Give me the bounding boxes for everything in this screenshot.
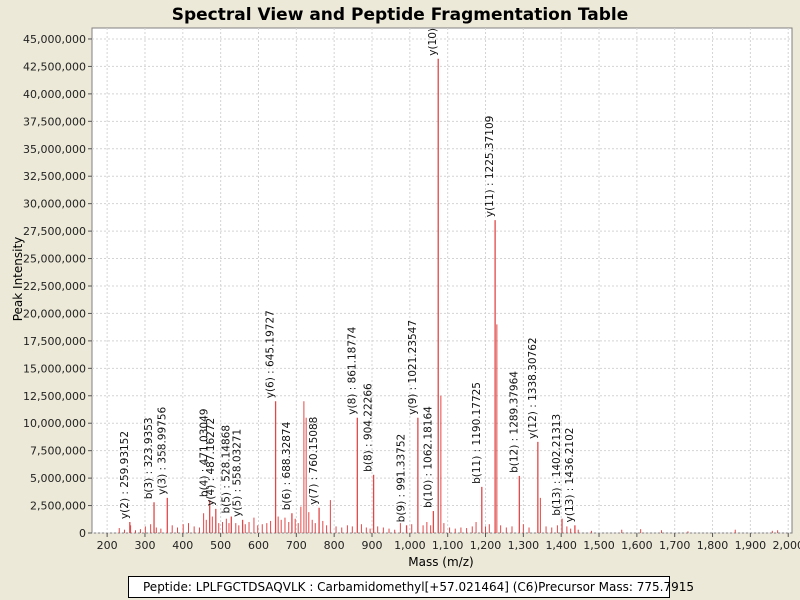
x-tick-label: 1,200 xyxy=(470,539,502,552)
y-tick-label: 42,500,000 xyxy=(23,60,86,73)
y-tick-label: 25,000,000 xyxy=(23,253,86,266)
y-tick-label: 17,500,000 xyxy=(23,335,86,348)
x-tick-label: 1,400 xyxy=(545,539,577,552)
x-axis-label: Mass (m/z) xyxy=(408,555,473,569)
x-tick-label: 700 xyxy=(286,539,307,552)
peak-label: b(9) : 991.33752 xyxy=(396,434,408,523)
x-tick-label: 2,000 xyxy=(772,539,800,552)
x-tick-label: 1,800 xyxy=(697,539,729,552)
x-tick-label: 200 xyxy=(97,539,118,552)
y-tick-label: 27,500,000 xyxy=(23,225,86,238)
x-tick-label: 1,000 xyxy=(394,539,426,552)
grid-layer xyxy=(92,28,792,534)
x-tick-label: 300 xyxy=(134,539,155,552)
y-tick-label: 30,000,000 xyxy=(23,198,86,211)
x-tick-label: 1,900 xyxy=(735,539,767,552)
peptide-info-box: Peptide: LPLFGCTDSAQVLK : Carbamidomethy… xyxy=(128,576,694,598)
y-tick-label: 32,500,000 xyxy=(23,170,86,183)
peak-label: y(4) : 487.16272 xyxy=(205,418,217,506)
x-tick-label: 600 xyxy=(248,539,269,552)
x-tick-label: 900 xyxy=(362,539,383,552)
peak-label: b(8) : 904.22266 xyxy=(363,383,375,472)
y-tick-label: 22,500,000 xyxy=(23,280,86,293)
y-tick-label: 2,500,000 xyxy=(30,500,86,513)
y-tick-label: 15,000,000 xyxy=(23,362,86,375)
peak-label: b(11) : 1190.17725 xyxy=(471,382,483,484)
y-tick-label: 0 xyxy=(79,527,86,540)
y-tick-label: 37,500,000 xyxy=(23,115,86,128)
peak-label: y(11) : 1225.37109 xyxy=(484,116,496,217)
plot-area xyxy=(91,27,793,534)
x-tick-label: 500 xyxy=(210,539,231,552)
peak-label: y(6) : 645.19727 xyxy=(265,310,277,398)
y-tick-label: 40,000,000 xyxy=(23,88,86,101)
peak-label: b(12) : 1289.37964 xyxy=(508,371,520,473)
x-tick-label: 1,700 xyxy=(659,539,691,552)
peak-label: b(10) : 1062.18164 xyxy=(422,406,434,508)
axes-layer: 0 2,500,000 5,000,000 7,500,000 10,000,000 12… xyxy=(23,33,800,552)
y-tick-label: 5,000,000 xyxy=(30,472,86,485)
peak-label: b(4) : 471.03049 xyxy=(199,409,211,498)
peak-labels-layer: y(2) : 259.93152 b(3) : 323.9353 y(3) : 35… xyxy=(119,28,576,522)
y-tick-label: 7,500,000 xyxy=(30,445,86,458)
peak-label: y(3) : 358.99756 xyxy=(156,406,168,494)
peak-label: y(8) : 861.18774 xyxy=(346,326,358,414)
x-tick-label: 1,600 xyxy=(621,539,653,552)
peak-label: b(13) : 1402.21313 xyxy=(551,414,563,516)
peak-label: y(9) : 1021.23547 xyxy=(407,320,419,415)
peaks-layer xyxy=(118,58,779,533)
x-tick-label: 400 xyxy=(172,539,193,552)
y-tick-label: 45,000,000 xyxy=(23,33,86,46)
x-tick-label: 1,300 xyxy=(508,539,540,552)
x-tick-label: 1,100 xyxy=(432,539,464,552)
y-tick-label: 35,000,000 xyxy=(23,143,86,156)
y-tick-label: 20,000,000 xyxy=(23,307,86,320)
peptide-sequence: Peptide: LPLFGCTDSAQVLK : Carbamidomethy… xyxy=(143,580,539,594)
peak-label: b(5) : 528.14868 xyxy=(220,425,232,514)
x-tick-label: 1,500 xyxy=(583,539,615,552)
x-tick-label: 800 xyxy=(324,539,345,552)
peak-label: b(3) : 323.9353 xyxy=(143,417,155,499)
precursor-mass: Precursor Mass: 775.7915 xyxy=(538,580,695,594)
y-axis-label: Peak Intensity xyxy=(11,237,25,322)
y-tick-label: 10,000,000 xyxy=(23,417,86,430)
peak-label: y(5) : 558.03271 xyxy=(232,429,244,517)
peak-label: y(2) : 259.93152 xyxy=(119,431,131,519)
peak-label: y(13) : 1436.2102 xyxy=(564,428,576,523)
chart-title: Spectral View and Peptide Fragmentation … xyxy=(172,5,629,25)
peak-label: y(12) : 1338.30762 xyxy=(527,337,539,438)
peak-label: y(10) xyxy=(427,28,439,56)
peak-label: b(6) : 688.32874 xyxy=(281,421,293,510)
y-tick-label: 12,500,000 xyxy=(23,390,86,403)
peak-label: y(7) : 760.15088 xyxy=(308,417,320,505)
